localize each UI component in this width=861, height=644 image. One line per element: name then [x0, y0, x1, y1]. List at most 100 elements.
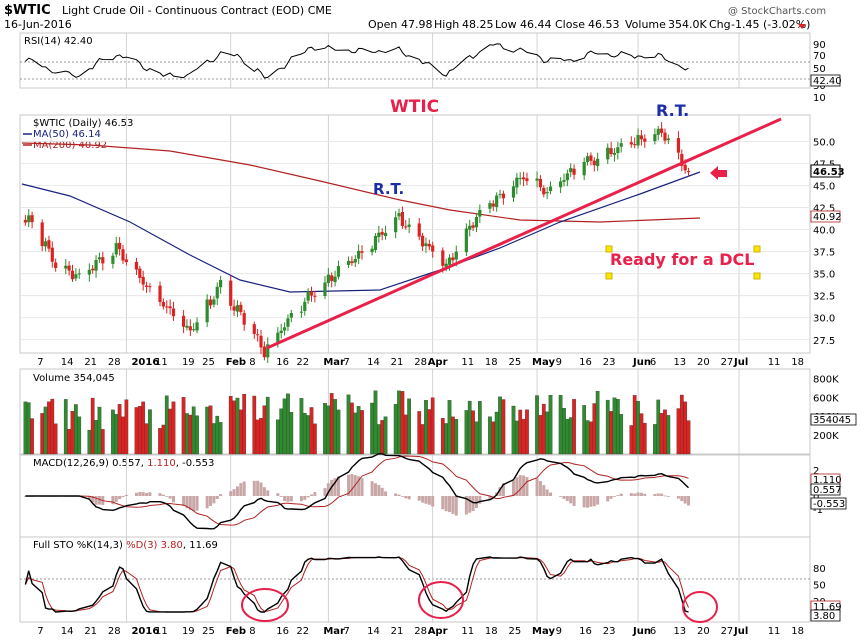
volume-bar — [208, 405, 213, 455]
candle-body — [232, 306, 236, 311]
rsi-panel — [19, 32, 811, 89]
x-axis-label: Jul — [733, 626, 748, 637]
macd-histogram-bar — [380, 487, 384, 496]
macd-histogram-bar — [256, 480, 260, 496]
macd-histogram-bar — [23, 496, 27, 497]
volume-bar — [427, 409, 432, 455]
volume-bar — [380, 420, 385, 455]
candle-body — [441, 250, 445, 266]
candle-body — [407, 224, 411, 227]
symbol[interactable]: $WTIC — [4, 3, 51, 18]
macd-histogram-bar — [350, 474, 354, 496]
price-candles — [23, 122, 691, 363]
price-tick-label: 37.5 — [813, 248, 835, 259]
macd-histogram-bar — [252, 480, 256, 496]
volume-bar — [262, 405, 267, 455]
volume-bar — [336, 409, 341, 455]
candle-body — [656, 128, 660, 135]
ma50-line — [21, 171, 701, 293]
volume-bar — [309, 407, 314, 455]
x-axis-label: 7 — [37, 626, 43, 637]
candle-body — [663, 132, 667, 141]
macd-histogram-bar — [326, 483, 330, 496]
dcl-annotation: Ready for a DCL — [610, 250, 754, 269]
volume-bar — [632, 395, 637, 455]
candle-body — [330, 275, 334, 281]
volume-bar — [195, 415, 199, 455]
macd-histogram-bar — [572, 496, 576, 506]
candle-body — [353, 259, 357, 263]
macd-histogram-bar — [373, 483, 377, 496]
candle-body — [124, 259, 128, 263]
candle-body — [235, 305, 240, 312]
macd-histogram-bar — [454, 496, 458, 516]
candle-body — [676, 138, 681, 153]
x-axis-label: 11 — [155, 357, 168, 368]
candle-body — [606, 147, 610, 160]
volume-bar — [454, 419, 459, 455]
x-axis-label: 25 — [202, 357, 215, 368]
candle-body — [239, 304, 243, 313]
x-axis-label: Mar — [323, 626, 345, 637]
volume-bar — [477, 401, 482, 455]
candle-body — [70, 270, 75, 280]
volume-bar — [134, 407, 139, 455]
volume-bar — [545, 411, 550, 455]
instrument-name: Light Crude Oil - Continuous Contract (E… — [62, 4, 332, 17]
macd-histogram-bar — [451, 496, 455, 514]
candle-body — [205, 299, 209, 323]
candle-body — [309, 291, 314, 296]
volume-bar — [299, 398, 304, 455]
x-axis-label: 28 — [414, 626, 427, 637]
x-axis-label: 11 — [155, 626, 168, 637]
chart-date: 16-Jun-2016 — [4, 18, 72, 31]
macd-histogram-bar — [279, 496, 283, 497]
volume-bar — [417, 411, 422, 455]
volume-bar — [289, 411, 294, 455]
x-axis-label: Mar — [323, 357, 345, 368]
x-axis-label: Apr — [428, 357, 448, 368]
macd-histogram-bar — [468, 496, 472, 513]
rsi-tick-label: 30 — [813, 81, 826, 92]
x-axis-label: 25 — [508, 626, 521, 637]
candle-body — [282, 327, 287, 331]
volume-bar — [333, 399, 337, 455]
volume-bar — [114, 414, 119, 455]
candle-body — [451, 257, 455, 261]
x-axis-label: 21 — [84, 626, 97, 637]
macd-histogram-bar — [188, 496, 192, 510]
candle-body — [279, 330, 283, 334]
x-axis-label: 6 — [650, 357, 656, 368]
volume-bar — [161, 424, 166, 455]
volume-bar — [562, 408, 566, 455]
volume-label: Volume — [625, 18, 666, 31]
volume-bar — [663, 409, 667, 455]
candle-body — [373, 236, 378, 251]
candle-body — [511, 186, 516, 198]
candle-body — [118, 242, 122, 250]
macd-histogram-bar — [134, 492, 138, 496]
ma200-tag: 40.92 — [813, 212, 842, 223]
volume-bar — [282, 398, 287, 455]
candle-body — [521, 177, 526, 180]
x-axis-label: 16 — [579, 357, 592, 368]
macd-histogram-bar — [400, 496, 404, 497]
sto-tick-label: 50 — [813, 581, 826, 592]
volume-bar — [501, 399, 506, 455]
x-axis-label: 28 — [414, 357, 427, 368]
candle-body — [686, 171, 691, 173]
macd-histogram-bar — [636, 492, 640, 496]
volume-bar — [376, 424, 381, 455]
candle-body — [266, 344, 270, 358]
macd-histogram-bar — [683, 496, 687, 504]
macd-histogram-bar — [347, 474, 351, 496]
x-axis-label: 8 — [249, 357, 255, 368]
x-axis-label: 7 — [344, 357, 350, 368]
volume-bar — [329, 393, 334, 455]
macd-histogram-bar — [384, 491, 388, 496]
volume-bar — [87, 429, 92, 455]
price-tag: 46.53 — [813, 167, 845, 178]
candle-body — [562, 180, 566, 182]
candle-body — [424, 243, 428, 246]
price-tick-label: 50.0 — [813, 137, 835, 148]
